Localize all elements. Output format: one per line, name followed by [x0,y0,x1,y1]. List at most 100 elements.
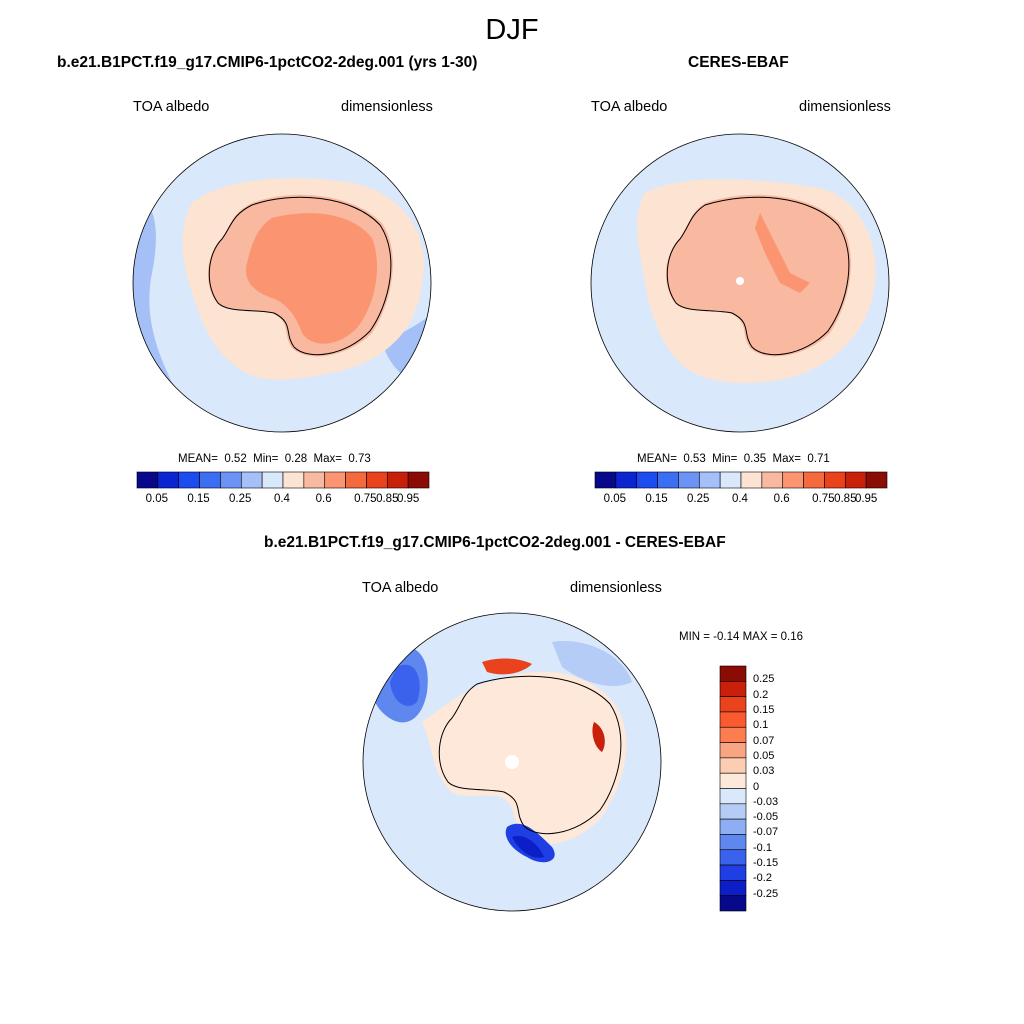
diff-colorbar-tick-label: 0 [753,780,760,793]
colorbar-tick-label: 0.15 [187,493,210,505]
colorbar-swatch [719,726,747,743]
colorbar-swatch [282,471,305,489]
diff-minmax: MIN = -0.14 MAX = 0.16 [679,631,804,643]
panel2-colorbar [594,471,888,489]
panel1-title: b.e21.B1PCT.f19_g17.CMIP6-1pctCO2-2deg.0… [57,54,478,71]
panel1-variable: TOA albedo [133,99,210,115]
panel2-title: CERES-EBAF [688,54,789,71]
colorbar-swatch [719,834,747,851]
colorbar-swatch [719,757,747,774]
diff-colorbar-tick-label: 0.03 [753,765,775,778]
colorbar-swatch [136,471,159,489]
diff-title: b.e21.B1PCT.f19_g17.CMIP6-1pctCO2-2deg.0… [264,534,726,551]
diff-colorbar-tick-label: 0.25 [753,673,775,686]
colorbar-swatch [324,471,346,489]
colorbar-swatch [594,471,617,489]
colorbar-tick-label: 0.05 [603,493,626,505]
diff-colorbar-tick-label: 0.1 [753,719,769,732]
colorbar-swatch [719,849,747,866]
colorbar-swatch [719,895,747,912]
diff-colorbar-tick-label: -0.05 [753,811,779,824]
colorbar-swatch [719,818,747,835]
panel1-colorbar [136,471,430,489]
colorbar-swatch [178,471,200,489]
colorbar-tick-label: 0.6 [773,493,790,505]
colorbar-tick-label: 0.05 [145,493,168,505]
colorbar-swatch [761,471,784,489]
coastline [208,196,392,356]
colorbar-swatch [407,471,430,489]
colorbar-swatch [678,471,700,489]
colorbar-swatch [719,711,747,728]
diff-colorbar-tick-label: 0.2 [753,688,769,701]
colorbar-swatch [719,742,747,759]
antarctica-interior-region [246,213,377,344]
colorbar-swatch [386,471,409,489]
antarctica-positive-region [422,671,627,845]
colorbar-swatch [782,471,804,489]
diff-polar-map [362,612,662,912]
colorbar-swatch [719,681,747,697]
colorbar-tick-label: 0.95 [396,493,420,505]
panel2-units: dimensionless [799,99,891,115]
diff-colorbar-tick-label: -0.15 [753,857,779,870]
colorbar-swatch [303,471,326,489]
colorbar-tick-label: 0.25 [687,493,710,505]
colorbar-swatch [199,471,221,489]
colorbar-swatch [345,471,367,489]
colorbar-swatch [157,471,180,489]
diff-colorbar [719,665,747,912]
diff-colorbar-tick-label: -0.25 [753,887,779,900]
coastline [666,196,850,356]
colorbar-swatch [220,471,242,489]
colorbar-swatch [615,471,638,489]
colorbar-swatch [719,864,747,881]
diff-units: dimensionless [570,580,662,596]
panel1-stats: MEAN= 0.52 Min= 0.28 Max= 0.73 [178,453,371,465]
colorbar-swatch [261,471,284,489]
colorbar-swatch [719,696,747,713]
colorbar-swatch [719,471,742,489]
colorbar-swatch [366,471,388,489]
colorbar-tick-label: 0.4 [731,493,748,505]
antarctica-salmon-region [665,194,851,357]
colorbar-tick-label: 0.6 [315,493,332,505]
colorbar-tick-label: 0.75 [812,493,835,505]
colorbar-swatch [719,880,747,896]
pole-hole [736,277,744,285]
diff-colorbar-tick-label: -0.03 [753,795,779,808]
colorbar-swatch [636,471,658,489]
colorbar-swatch [719,772,747,789]
panel2-variable: TOA albedo [591,99,668,115]
colorbar-tick-label: 0.25 [229,493,252,505]
colorbar-swatch [740,471,763,489]
colorbar-swatch [719,788,747,805]
colorbar-tick-label: 0.85 [376,493,399,505]
panel1-polar-map [132,133,432,433]
colorbar-swatch [719,665,747,682]
colorbar-swatch [698,471,721,489]
panel2-polar-map [590,133,890,433]
pole-hole [505,755,519,769]
colorbar-tick-label: 0.85 [834,493,857,505]
colorbar-tick-label: 0.95 [854,493,878,505]
diff-colorbar-tick-label: 0.05 [753,749,775,762]
coastline [438,675,622,835]
diff-colorbar-tick-label: -0.1 [753,841,772,854]
diff-variable: TOA albedo [362,580,439,596]
panel1-units: dimensionless [341,99,433,115]
diff-colorbar-tick-label: 0.15 [753,703,775,716]
colorbar-tick-label: 0.4 [273,493,290,505]
colorbar-swatch [803,471,825,489]
positive-red-spot [482,658,532,675]
colorbar-swatch [240,471,263,489]
colorbar-swatch [844,471,867,489]
diff-colorbar-tick-label: 0.07 [753,734,775,747]
diff-colorbar-tick-label: -0.2 [753,872,772,885]
panel2-stats: MEAN= 0.53 Min= 0.35 Max= 0.71 [637,453,830,465]
colorbar-swatch [719,803,747,820]
diff-colorbar-tick-label: -0.07 [753,826,779,839]
interior-ridge-region [755,213,810,293]
colorbar-swatch [824,471,846,489]
colorbar-tick-label: 0.75 [354,493,377,505]
